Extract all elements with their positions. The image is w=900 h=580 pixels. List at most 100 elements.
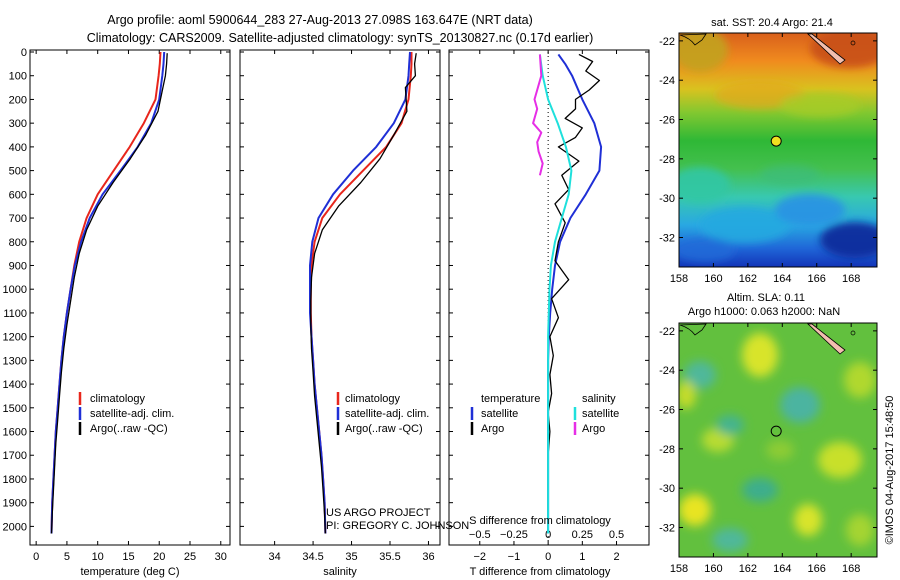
x-tick-label: 0 <box>33 551 39 563</box>
map-x-tick-label: 160 <box>704 563 722 575</box>
map-x-tick-label: 164 <box>773 273 791 285</box>
depth-tick-label: 200 <box>9 94 27 106</box>
depth-tick-label: 0 <box>21 47 27 59</box>
map-x-tick-label: 158 <box>670 273 688 285</box>
map-x-tick-label: 166 <box>808 273 826 285</box>
sst-argo-position-marker <box>770 135 782 147</box>
s-tick-label: 0.5 <box>609 529 624 541</box>
temperature-xlabel: temperature (deg C) <box>80 566 179 578</box>
salinity-xlabel: salinity <box>323 566 357 578</box>
legend-label-climatology: climatology <box>345 393 401 405</box>
x-tick-label: 20 <box>153 551 165 563</box>
s-tick-label: −0.25 <box>500 529 528 541</box>
depth-tick-label: 1800 <box>3 474 27 486</box>
legend-label-climatology: climatology <box>90 393 146 405</box>
map-y-tick-label: -30 <box>659 193 675 205</box>
map-y-tick-label: -26 <box>659 405 675 417</box>
depth-tick-label: 800 <box>9 237 27 249</box>
series-line-satellite-adj-clim- <box>50 51 166 534</box>
figure-title-line2: Climatology: CARS2009. Satellite-adjuste… <box>87 31 594 45</box>
depth-tick-label: 1100 <box>3 308 27 320</box>
s-tick-label: 0 <box>545 529 551 541</box>
difference-x-axis: −2 −1 0 1 2 <box>473 50 620 563</box>
sst-map-axes: 158 160 162 164 166 168 -22 -24 -26 -28 -30 -32 <box>659 33 877 285</box>
map-y-tick-label: -22 <box>659 36 675 48</box>
pi-label: PI: GREGORY C. JOHNSON <box>326 520 469 532</box>
sla-map-subtitle: Argo h1000: 0.063 h2000: NaN <box>688 306 840 318</box>
depth-tick-label: 1700 <box>3 450 27 462</box>
map-x-tick-label: 162 <box>739 563 757 575</box>
map-x-tick-label: 168 <box>842 273 860 285</box>
depth-tick-label: 1300 <box>3 355 27 367</box>
temperature-series <box>50 51 168 534</box>
x-tick-label: 25 <box>184 551 196 563</box>
series-line-satellite-adj-clim- <box>309 51 411 534</box>
legend-label-temp-argo: Argo <box>481 423 504 435</box>
series-line-salinity-argo <box>532 54 544 176</box>
x-tick-label: −2 <box>473 551 486 563</box>
x-tick-label: −1 <box>508 551 521 563</box>
x-tick-label: 30 <box>215 551 227 563</box>
map-y-tick-label: -28 <box>659 444 675 456</box>
map-y-tick-label: -32 <box>659 523 675 535</box>
sla-map-axes: 158 160 162 164 166 168 -22 -24 -26 -28 -30 -32 <box>659 323 877 575</box>
x-tick-label: 0 <box>545 551 551 563</box>
x-tick-label: 35 <box>345 551 357 563</box>
sst-map <box>679 33 877 267</box>
map-x-tick-label: 160 <box>704 273 722 285</box>
watermark: ©IMOS 04-Aug-2017 15:48:50 <box>884 396 896 545</box>
difference-series <box>532 53 603 534</box>
depth-tick-label: 400 <box>9 142 27 154</box>
depth-tick-label: 600 <box>9 189 27 201</box>
series-line-argo-raw-qc- <box>50 53 168 534</box>
map-x-tick-label: 168 <box>842 563 860 575</box>
legend-label-satellite: satellite-adj. clim. <box>90 408 174 420</box>
depth-tick-label: 500 <box>9 166 27 178</box>
map-y-tick-label: -28 <box>659 154 675 166</box>
map-y-tick-label: -30 <box>659 483 675 495</box>
series-line-salinity-satellite <box>538 54 573 534</box>
map-y-tick-label: -24 <box>659 365 675 377</box>
depth-tick-label: 2000 <box>3 521 27 533</box>
legend-label-sal-satellite: satellite <box>582 408 619 420</box>
project-label: US ARGO PROJECT <box>326 507 431 519</box>
map-y-tick-label: -32 <box>659 233 675 245</box>
depth-tick-label: 1000 <box>3 284 27 296</box>
salinity-panel <box>239 49 441 546</box>
legend-label-satellite: satellite-adj. clim. <box>345 408 429 420</box>
x-tick-label: 35.5 <box>379 551 400 563</box>
x-tick-label: 1 <box>579 551 585 563</box>
salinity-legend: climatology satellite-adj. clim. Argo(..… <box>336 392 429 435</box>
salinity-series <box>309 51 417 534</box>
s-tick-label: 0.25 <box>572 529 593 541</box>
difference-xlabel: T difference from climatology <box>470 566 611 578</box>
depth-tick-label: 1400 <box>3 379 27 391</box>
x-tick-label: 5 <box>64 551 70 563</box>
x-tick-label: 34.5 <box>302 551 323 563</box>
map-y-tick-label: -22 <box>659 326 675 338</box>
depth-tick-label: 900 <box>9 260 27 272</box>
x-tick-label: 34 <box>268 551 280 563</box>
series-line-climatology <box>50 51 162 534</box>
x-tick-label: 2 <box>613 551 619 563</box>
sla-map <box>679 323 877 557</box>
depth-tick-label: 1900 <box>3 498 27 510</box>
difference-xlabel-top: S difference from climatology <box>469 515 611 527</box>
salinity-x-axis: 34 34.5 35 35.5 36 <box>268 50 435 563</box>
depth-tick-label: 300 <box>9 118 27 130</box>
x-tick-label: 15 <box>122 551 134 563</box>
sla-map-title: Altim. SLA: 0.11 <box>727 292 805 304</box>
legend-label-argo: Argo(..raw -QC) <box>90 423 168 435</box>
series-line-argo-raw-qc- <box>310 53 417 534</box>
series-line-temperature-argo <box>547 53 601 534</box>
depth-tick-label: 1500 <box>3 403 27 415</box>
map-y-tick-label: -24 <box>659 75 675 87</box>
legend-label-temp-satellite: satellite <box>481 408 518 420</box>
legend-heading-salinity: salinity <box>582 393 616 405</box>
legend-label-sal-argo: Argo <box>582 423 605 435</box>
map-x-tick-label: 166 <box>808 563 826 575</box>
sla-map-frame <box>678 322 878 558</box>
series-line-climatology <box>309 52 413 534</box>
depth-tick-label: 700 <box>9 213 27 225</box>
s-tick-label: −0.5 <box>469 529 491 541</box>
